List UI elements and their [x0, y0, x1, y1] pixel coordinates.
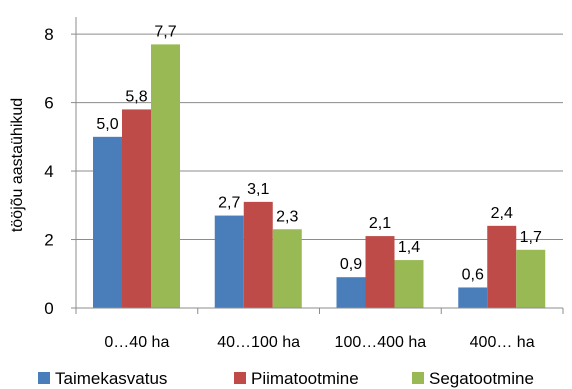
bar-segatootmine-3 — [516, 249, 546, 308]
x-category-label: 0…40 ha — [104, 334, 169, 351]
y-axis-title: tööjõu aastaühikud — [9, 98, 26, 232]
data-label: 7,7 — [154, 23, 176, 40]
x-category-label: 40…100 ha — [217, 334, 300, 351]
x-category-label: 400… ha — [470, 334, 535, 351]
data-label: 5,0 — [96, 116, 118, 133]
x-axis: 0…40 ha 40…100 ha 100…400 ha 400… ha — [75, 307, 564, 351]
bar-segatootmine-2 — [394, 260, 424, 308]
legend-swatch — [38, 372, 50, 384]
legend-swatch — [412, 372, 424, 384]
bar-piimatootmine-3 — [487, 225, 517, 308]
y-tick-label: 8 — [44, 25, 53, 44]
bar-taimekasvatus-1 — [214, 215, 244, 308]
data-label: 0,9 — [340, 256, 362, 273]
data-label: 2,4 — [491, 205, 513, 222]
data-label: 2,3 — [276, 208, 298, 225]
bar-piimatootmine-1 — [243, 201, 273, 308]
y-tick-label: 4 — [44, 162, 53, 181]
bar-taimekasvatus-2 — [336, 277, 366, 308]
x-category-label: 100…400 ha — [335, 334, 427, 351]
bars — [93, 44, 546, 308]
data-label: 2,7 — [218, 195, 240, 212]
legend-item-piimatootmine: Piimatootmine — [234, 369, 359, 388]
legend-label: Taimekasvatus — [55, 369, 167, 388]
y-tick-label: 0 — [44, 299, 53, 318]
bar-taimekasvatus-0 — [93, 136, 122, 308]
bar-piimatootmine-2 — [365, 236, 395, 308]
legend-label: Segatootmine — [429, 369, 534, 388]
data-label: 0,6 — [462, 266, 484, 283]
bar-piimatootmine-0 — [122, 109, 151, 308]
y-axis-ticks: 0 2 4 6 8 — [44, 17, 77, 318]
bar-segatootmine-1 — [272, 229, 302, 308]
legend-swatch — [234, 372, 246, 384]
data-label: 2,1 — [369, 215, 391, 232]
data-label: 3,1 — [247, 181, 269, 198]
legend-item-taimekasvatus: Taimekasvatus — [38, 369, 167, 388]
data-label: 1,4 — [398, 239, 420, 256]
legend-item-segatootmine: Segatootmine — [412, 369, 534, 388]
data-label: 5,8 — [125, 88, 147, 105]
bar-segatootmine-0 — [151, 44, 180, 308]
legend: Taimekasvatus Piimatootmine Segatootmine — [38, 369, 534, 388]
legend-label: Piimatootmine — [251, 369, 359, 388]
y-tick-label: 2 — [44, 231, 53, 250]
data-labels: 5,0 5,8 7,7 2,7 3,1 2,3 0,9 2,1 1,4 0,6 2,4 1,7 — [96, 23, 542, 283]
data-label: 1,7 — [520, 229, 542, 246]
bar-taimekasvatus-3 — [458, 287, 488, 308]
y-tick-label: 6 — [44, 94, 53, 113]
